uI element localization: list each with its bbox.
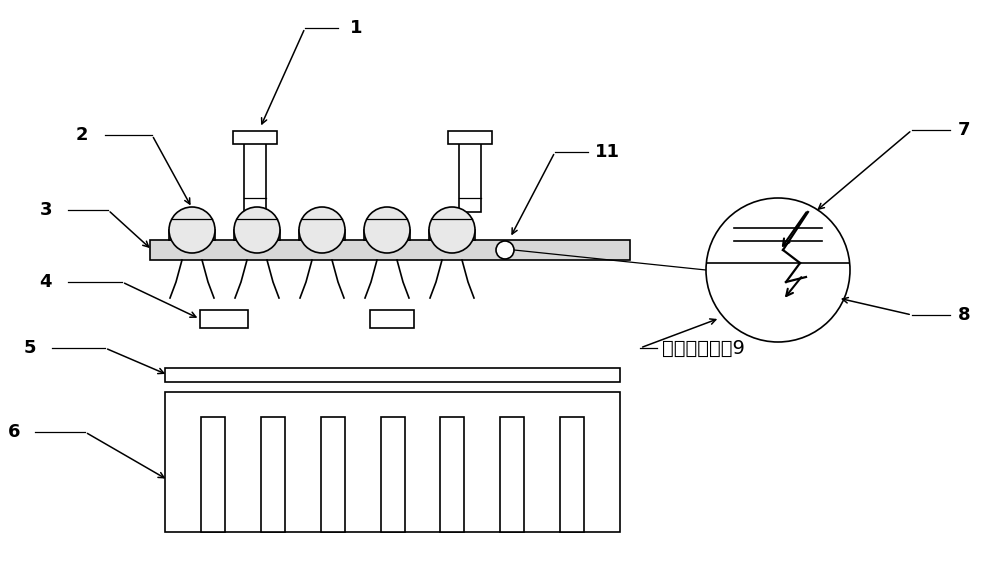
- Bar: [233, 131, 277, 144]
- Text: 2: 2: [76, 126, 88, 144]
- Text: 1: 1: [350, 19, 363, 37]
- Ellipse shape: [234, 207, 280, 253]
- Bar: [429, 230, 475, 240]
- Bar: [165, 392, 620, 532]
- Bar: [150, 240, 630, 260]
- Circle shape: [706, 198, 850, 342]
- Ellipse shape: [299, 207, 345, 253]
- Bar: [201, 417, 225, 532]
- Bar: [169, 230, 215, 240]
- Text: 7: 7: [958, 121, 970, 139]
- Circle shape: [496, 241, 514, 259]
- Text: 局部放大视图9: 局部放大视图9: [662, 339, 745, 357]
- Bar: [500, 417, 524, 532]
- Bar: [234, 230, 280, 240]
- Text: 6: 6: [8, 423, 20, 441]
- Bar: [448, 131, 492, 144]
- Bar: [244, 137, 266, 212]
- Text: 3: 3: [40, 201, 52, 219]
- Bar: [560, 417, 584, 532]
- Text: 5: 5: [24, 339, 36, 357]
- Bar: [261, 417, 285, 532]
- Text: 11: 11: [595, 143, 620, 161]
- Bar: [200, 310, 248, 328]
- Bar: [370, 310, 414, 328]
- Text: 8: 8: [958, 306, 971, 324]
- Ellipse shape: [429, 207, 475, 253]
- Bar: [459, 137, 481, 212]
- Bar: [381, 417, 405, 532]
- Ellipse shape: [169, 207, 215, 253]
- Bar: [299, 230, 345, 240]
- Bar: [364, 230, 410, 240]
- Ellipse shape: [364, 207, 410, 253]
- Bar: [440, 417, 464, 532]
- Text: 4: 4: [40, 273, 52, 291]
- Bar: [321, 417, 345, 532]
- Bar: [165, 368, 620, 382]
